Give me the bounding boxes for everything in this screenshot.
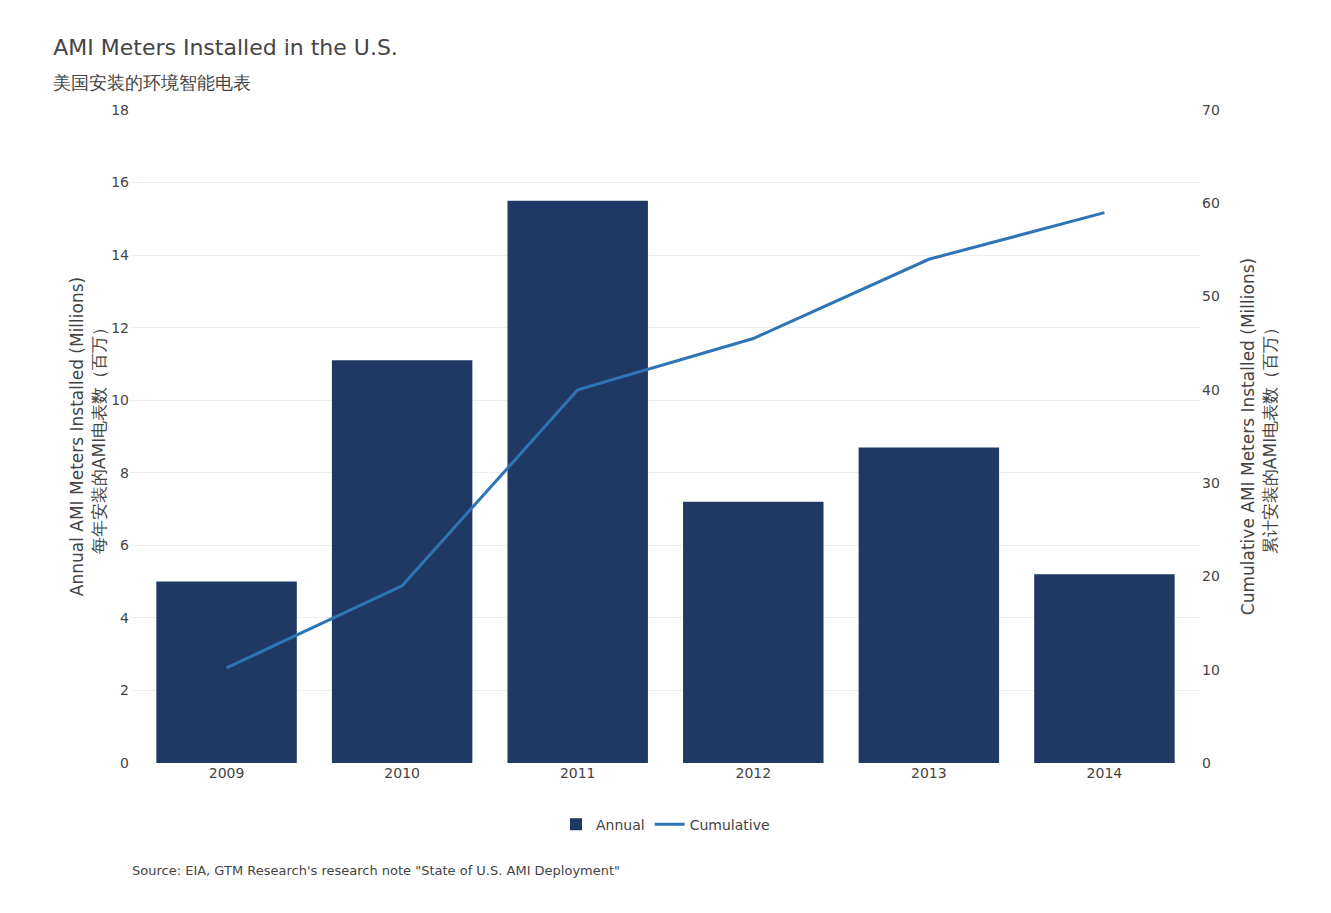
svg-text:40: 40: [1202, 382, 1220, 398]
svg-text:0: 0: [1202, 755, 1211, 771]
svg-text:60: 60: [1202, 195, 1220, 211]
svg-text:18: 18: [111, 102, 129, 118]
svg-text:Cumulative AMI Meters Installe: Cumulative AMI Meters Installed (Million…: [1238, 258, 1280, 615]
svg-text:0: 0: [120, 755, 129, 771]
svg-text:30: 30: [1202, 475, 1220, 491]
svg-text:6: 6: [120, 537, 129, 553]
svg-text:10: 10: [1202, 662, 1220, 678]
svg-text:Source: EIA, GTM Research's re: Source: EIA, GTM Research's research not…: [132, 863, 620, 878]
svg-text:2009: 2009: [209, 765, 245, 781]
svg-text:8: 8: [120, 465, 129, 481]
svg-text:2011: 2011: [560, 765, 596, 781]
svg-text:12: 12: [111, 320, 129, 336]
svg-text:2014: 2014: [1087, 765, 1123, 781]
svg-text:Cumulative: Cumulative: [690, 817, 770, 833]
svg-text:美国安装的环境智能电表: 美国安装的环境智能电表: [53, 72, 251, 93]
svg-text:2010: 2010: [384, 765, 420, 781]
svg-text:Annual: Annual: [596, 817, 645, 833]
svg-text:70: 70: [1202, 102, 1220, 118]
svg-text:4: 4: [120, 610, 129, 626]
svg-text:2013: 2013: [911, 765, 947, 781]
svg-text:14: 14: [111, 247, 129, 263]
svg-text:16: 16: [111, 174, 129, 190]
svg-text:AMI Meters Installed in the U.: AMI Meters Installed in the U.S.: [53, 35, 398, 60]
svg-text:2: 2: [120, 682, 129, 698]
svg-text:10: 10: [111, 392, 129, 408]
svg-text:2012: 2012: [735, 765, 771, 781]
svg-text:50: 50: [1202, 288, 1220, 304]
svg-text:Annual AMI Meters Installed (M: Annual AMI Meters Installed (Millions)每年…: [67, 277, 109, 596]
svg-text:20: 20: [1202, 568, 1220, 584]
